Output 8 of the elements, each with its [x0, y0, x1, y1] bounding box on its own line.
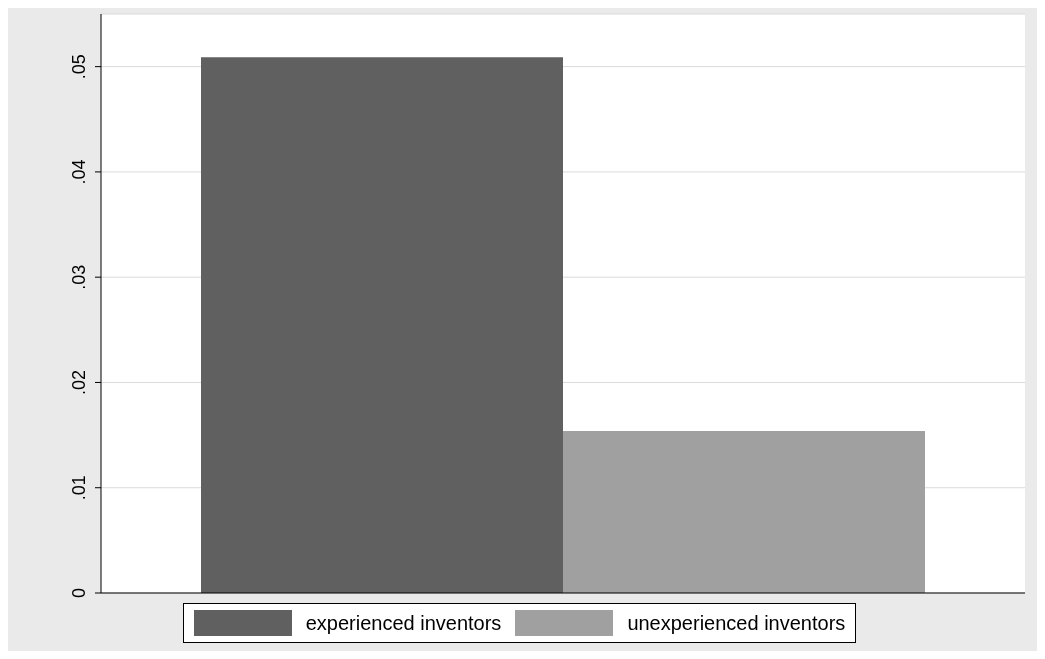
y-tick-label: .02: [69, 369, 89, 395]
y-tick-label: 0: [69, 587, 89, 599]
y-tick-label: .01: [69, 475, 89, 501]
y-tick-label: .05: [69, 54, 89, 80]
legend-label: unexperienced inventors: [627, 611, 846, 635]
y-tick-label: .03: [69, 264, 89, 290]
legend-label: experienced inventors: [305, 611, 502, 635]
y-tick-label: .04: [69, 159, 89, 185]
